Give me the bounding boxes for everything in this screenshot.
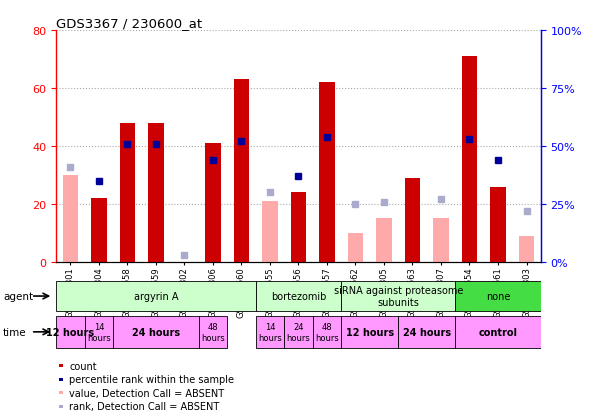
Bar — [56, 316, 85, 348]
Bar — [91, 199, 107, 262]
Bar — [462, 57, 478, 262]
Text: 14
hours: 14 hours — [258, 323, 282, 342]
Bar — [256, 282, 341, 311]
Bar — [376, 219, 392, 262]
Text: value, Detection Call = ABSENT: value, Detection Call = ABSENT — [69, 388, 225, 398]
Text: count: count — [69, 361, 97, 371]
Text: time: time — [3, 327, 27, 337]
Bar — [262, 202, 278, 262]
Bar — [455, 316, 541, 348]
Bar — [59, 392, 63, 394]
Text: 12 hours: 12 hours — [46, 327, 95, 337]
Bar — [341, 316, 398, 348]
Bar — [405, 178, 420, 262]
Bar — [59, 365, 63, 368]
Bar — [85, 316, 113, 348]
Text: 24
hours: 24 hours — [287, 323, 310, 342]
Text: GDS3367 / 230600_at: GDS3367 / 230600_at — [56, 17, 202, 29]
Text: 24 hours: 24 hours — [132, 327, 180, 337]
Text: percentile rank within the sample: percentile rank within the sample — [69, 375, 234, 385]
Bar — [313, 316, 341, 348]
Text: none: none — [486, 291, 510, 301]
Text: 14
hours: 14 hours — [87, 323, 111, 342]
Text: 24 hours: 24 hours — [402, 327, 451, 337]
Bar — [59, 378, 63, 381]
Bar — [148, 123, 164, 262]
Bar — [199, 316, 227, 348]
Bar — [348, 233, 363, 262]
Text: bortezomib: bortezomib — [271, 291, 326, 301]
Text: rank, Detection Call = ABSENT: rank, Detection Call = ABSENT — [69, 401, 219, 411]
Text: 48
hours: 48 hours — [201, 323, 225, 342]
Text: 12 hours: 12 hours — [346, 327, 394, 337]
Bar — [56, 282, 256, 311]
Bar — [341, 282, 455, 311]
Text: siRNA against proteasome
subunits: siRNA against proteasome subunits — [333, 285, 463, 307]
Bar — [455, 282, 541, 311]
Bar — [284, 316, 313, 348]
Bar — [433, 219, 449, 262]
Bar — [63, 176, 78, 262]
Bar — [233, 80, 249, 262]
Bar — [59, 405, 63, 408]
Bar — [119, 123, 135, 262]
Bar — [113, 316, 199, 348]
Text: argyrin A: argyrin A — [134, 291, 178, 301]
Text: 48
hours: 48 hours — [315, 323, 339, 342]
Bar — [398, 316, 455, 348]
Bar — [319, 83, 335, 262]
Text: agent: agent — [3, 291, 33, 301]
Bar — [256, 316, 284, 348]
Bar — [519, 236, 534, 262]
Text: control: control — [479, 327, 518, 337]
Bar — [205, 144, 221, 262]
Bar — [291, 193, 306, 262]
Bar — [490, 187, 506, 262]
